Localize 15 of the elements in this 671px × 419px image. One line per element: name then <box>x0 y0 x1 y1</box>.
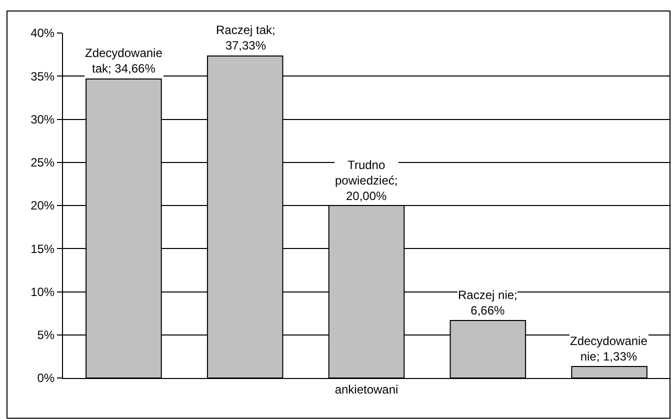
data-label: Raczej tak; 37,33% <box>216 23 276 53</box>
y-tick-label: 15% <box>30 242 55 256</box>
y-tick-label: 0% <box>37 371 55 386</box>
y-tick-label: 30% <box>30 112 55 126</box>
data-label: Zdecydowanie tak; 34,66% <box>85 46 163 76</box>
data-label: Zdecydowanie nie; 1,33% <box>570 334 648 364</box>
data-label: Raczej nie; 6,66% <box>458 288 518 318</box>
y-tick-label: 5% <box>37 328 55 342</box>
x-tick-label: ankietowani <box>334 382 398 396</box>
data-label: Trudno powiedzieć; 20,00% <box>335 158 398 204</box>
y-tick-label: 10% <box>30 284 55 299</box>
y-tick-label: 40% <box>30 26 55 40</box>
y-tick-label: 35% <box>30 69 55 84</box>
y-tick-label: 20% <box>30 198 55 213</box>
y-tick-label: 25% <box>30 156 55 170</box>
